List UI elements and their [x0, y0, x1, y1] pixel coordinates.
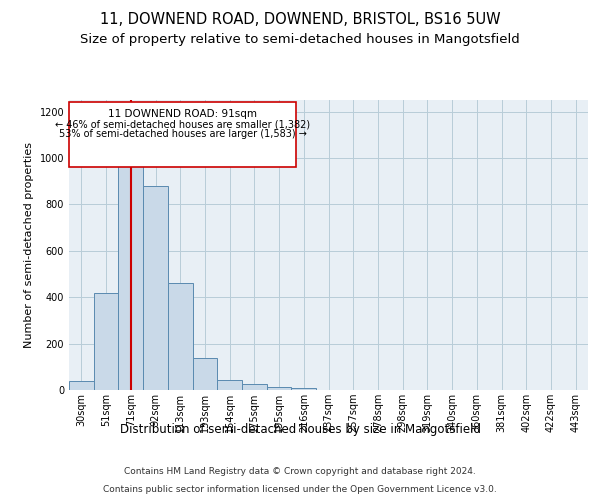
Text: ← 46% of semi-detached houses are smaller (1,382): ← 46% of semi-detached houses are smalle…: [55, 120, 310, 130]
Text: Size of property relative to semi-detached houses in Mangotsfield: Size of property relative to semi-detach…: [80, 32, 520, 46]
Bar: [143, 186, 168, 390]
Bar: [118, 158, 143, 390]
Text: Contains HM Land Registry data © Crown copyright and database right 2024.: Contains HM Land Registry data © Crown c…: [124, 468, 476, 476]
Bar: [94, 292, 118, 390]
Text: Distribution of semi-detached houses by size in Mangotsfield: Distribution of semi-detached houses by …: [119, 422, 481, 436]
Bar: [168, 284, 193, 390]
Y-axis label: Number of semi-detached properties: Number of semi-detached properties: [24, 142, 34, 348]
Bar: [69, 380, 94, 390]
Text: Contains public sector information licensed under the Open Government Licence v3: Contains public sector information licen…: [103, 485, 497, 494]
Bar: [217, 380, 242, 390]
Bar: [193, 358, 217, 390]
Text: 11, DOWNEND ROAD, DOWNEND, BRISTOL, BS16 5UW: 11, DOWNEND ROAD, DOWNEND, BRISTOL, BS16…: [100, 12, 500, 28]
Text: 53% of semi-detached houses are larger (1,583) →: 53% of semi-detached houses are larger (…: [59, 129, 307, 139]
Bar: [242, 384, 267, 390]
Text: 11 DOWNEND ROAD: 91sqm: 11 DOWNEND ROAD: 91sqm: [108, 110, 257, 120]
Bar: [292, 388, 316, 390]
Bar: [69, 102, 296, 168]
Bar: [267, 386, 292, 390]
